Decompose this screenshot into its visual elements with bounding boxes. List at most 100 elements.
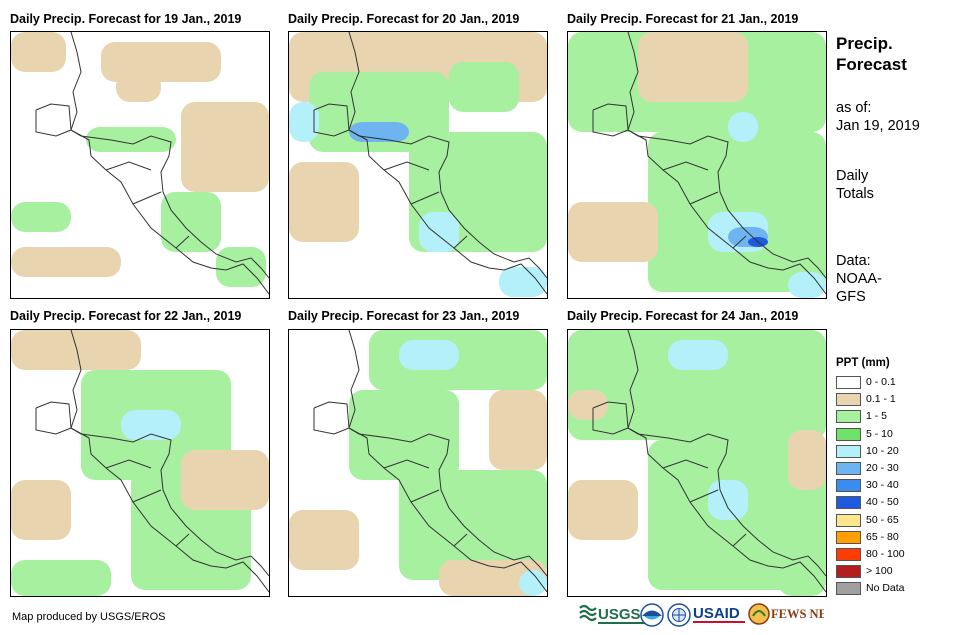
legend-label: 10 - 20 [866,444,899,457]
legend-label: 40 - 50 [866,496,899,509]
forecast-map-20-jan [288,31,548,299]
sidebar-title-line2: Forecast [836,55,907,74]
precip-area [121,410,181,440]
legend-swatch [836,444,861,458]
forecast-map-19-jan [10,31,270,299]
precip-area [289,510,359,570]
precip-area [161,192,221,252]
sidebar-title: Precip. Forecast [836,33,907,75]
precip-area [519,570,547,596]
forecast-map-23-jan [288,329,548,597]
panel-title-5: Daily Precip. Forecast for 23 Jan., 2019 [288,309,520,323]
sidebar-title-line1: Precip. [836,34,893,53]
country-boundary [35,110,190,249]
data-source: Data: NOAA- GFS [836,252,882,306]
noaa-logo [640,602,664,628]
precip-field [568,330,826,596]
legend-label: > 100 [866,565,893,578]
legend-swatch [836,410,861,424]
precip-area [289,102,319,142]
precip-area [11,32,66,72]
precip-field [11,32,269,295]
legend-label: 80 - 100 [866,548,905,560]
precip-area [568,390,608,420]
emblem-logo [667,602,691,628]
precip-field [289,330,547,596]
legend-label: 1 - 5 [866,410,888,423]
map-credit: Map produced by USGS/EROS [12,611,166,623]
forecast-map-22-jan [10,329,270,597]
precip-area [568,330,826,440]
legend-swatch [836,496,861,510]
precip-area [568,202,658,262]
precip-area [11,330,141,370]
country-boundary [348,32,547,279]
legend-swatch [836,513,861,527]
legend-swatch [836,479,861,493]
country-boundary [348,330,547,577]
precip-area [181,102,269,192]
precip-area [11,202,71,232]
precip-area [101,42,221,82]
legend-swatch [836,530,861,544]
legend-swatch [836,582,861,596]
usaid-logo: USAID [693,602,749,628]
precip-area [216,247,266,287]
precip-area [568,480,638,540]
data-source-line2: NOAA- [836,271,882,287]
usaid-logo-text: USAID [693,605,740,622]
precip-field [568,32,826,298]
country-boundary [627,32,826,279]
panel-title-3: Daily Precip. Forecast for 21 Jan., 2019 [567,12,799,26]
legend-label: 5 - 10 [866,427,893,440]
as-of-value: Jan 19, 2019 [836,118,920,134]
legend-swatch [836,548,861,561]
precip-area [399,470,547,580]
precip-area [788,430,826,490]
usgs-logo: USGS [578,602,658,628]
fewsnet-logo: FEWS NET [748,602,824,628]
precip-area [11,560,111,596]
panel-title-4: Daily Precip. Forecast for 22 Jan., 2019 [10,309,242,323]
precip-area [11,247,121,277]
data-source-line3: GFS [836,289,866,305]
precip-area [489,390,547,470]
country-boundary [627,330,826,577]
precip-area [728,112,758,142]
totals-line2: Totals [836,186,874,202]
precip-area [449,62,519,112]
panel-title-1: Daily Precip. Forecast for 19 Jan., 2019 [10,12,242,26]
country-boundary [592,408,747,547]
as-of-label: as of: [836,100,872,116]
legend-label: 0.1 - 1 [866,393,896,406]
country-boundary [70,330,269,577]
precip-area [181,450,269,510]
precip-area [419,212,459,252]
legend-swatch [836,427,861,441]
precip-area [11,480,71,540]
legend-title: PPT (mm) [836,357,890,369]
panel-title-2: Daily Precip. Forecast for 20 Jan., 2019 [288,12,520,26]
country-boundary [313,110,468,249]
precip-area [399,340,459,370]
precip-area [289,162,359,242]
legend-swatch [836,393,861,407]
precip-area [788,272,826,298]
totals-note: Daily Totals [836,167,874,203]
legend-label: 20 - 30 [866,462,899,474]
legend-label: 50 - 65 [866,513,899,526]
precip-area [349,390,459,480]
precip-area [86,127,176,152]
legend-label: 30 - 40 [866,479,899,492]
as-of-date: as of: Jan 19, 2019 [836,99,920,135]
legend-label: No Data [866,582,905,595]
precip-area [499,267,547,297]
usgs-logo-text: USGS [598,606,641,623]
data-source-label: Data: [836,253,871,269]
legend-label: 0 - 0.1 [866,376,896,388]
legend-swatch [836,376,861,389]
precip-area [668,340,728,370]
panel-title-6: Daily Precip. Forecast for 24 Jan., 2019 [567,309,799,323]
precip-area [638,32,748,102]
legend-swatch [836,565,861,579]
